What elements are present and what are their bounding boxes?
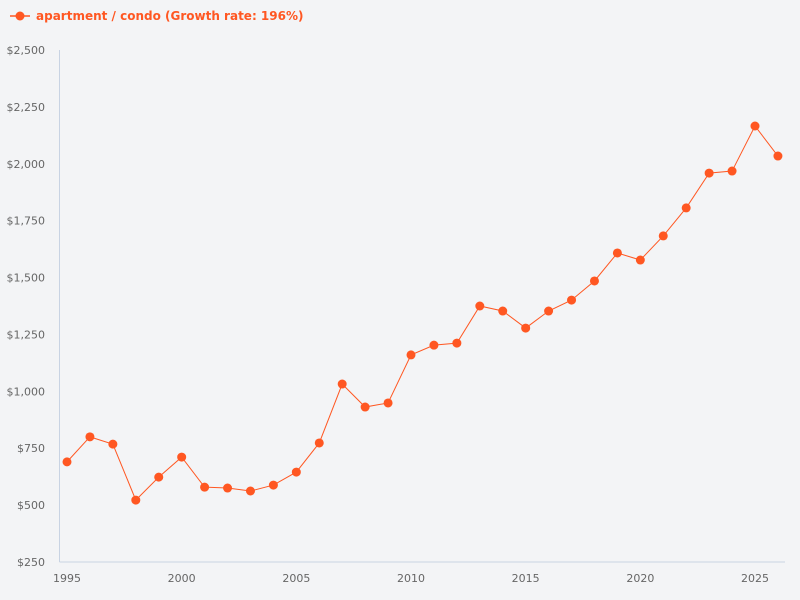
- data-point: [498, 306, 508, 316]
- x-tick-label: 2015: [512, 572, 540, 585]
- x-tick-label: 2020: [626, 572, 654, 585]
- y-tick-label: $1,750: [7, 215, 46, 228]
- y-tick-label: $1,250: [7, 328, 46, 341]
- data-point: [360, 402, 370, 412]
- y-axis: $250 $500 $750 $1,000 $1,250 $1,500 $1,750 $2,0…: [7, 44, 60, 569]
- data-point: [567, 295, 577, 305]
- data-point: [589, 276, 599, 286]
- legend-marker-icon: [10, 11, 30, 21]
- data-point: [635, 255, 645, 265]
- legend[interactable]: apartment / condo (Growth rate: 196%): [10, 9, 303, 23]
- data-point: [544, 306, 554, 316]
- data-point: [177, 452, 187, 462]
- data-point: [223, 483, 233, 493]
- y-tick-label: $2,250: [7, 101, 46, 114]
- series-line: [66, 125, 779, 501]
- data-point: [291, 467, 301, 477]
- y-tick-label: $1,000: [7, 385, 46, 398]
- data-point: [521, 323, 531, 333]
- data-point: [452, 338, 462, 348]
- legend-label: apartment / condo (Growth rate: 196%): [36, 9, 304, 23]
- data-point: [727, 166, 737, 176]
- y-tick-label: $500: [17, 499, 45, 512]
- data-point: [62, 457, 72, 467]
- data-point: [85, 432, 95, 442]
- x-axis: 1995 2000 2005 2010 2015 2020 2025: [53, 561, 785, 585]
- data-point: [406, 350, 416, 360]
- x-tick-label: 2025: [741, 572, 769, 585]
- y-tick-label: $2,500: [7, 44, 46, 57]
- data-point: [108, 439, 118, 449]
- data-point: [475, 301, 485, 311]
- data-point: [429, 340, 439, 350]
- data-point: [658, 231, 668, 241]
- y-tick-label: $250: [17, 556, 45, 569]
- y-tick-label: $2,000: [7, 158, 46, 171]
- plot-area: [62, 121, 783, 505]
- x-tick-label: 2010: [397, 572, 425, 585]
- data-point: [314, 438, 324, 448]
- y-tick-label: $750: [17, 442, 45, 455]
- data-point: [773, 151, 783, 161]
- data-point: [750, 121, 760, 131]
- data-point: [200, 482, 210, 492]
- data-point: [154, 472, 164, 482]
- data-point: [704, 168, 714, 178]
- data-point: [268, 480, 278, 490]
- x-tick-label: 2005: [282, 572, 310, 585]
- data-point: [612, 248, 622, 258]
- data-point: [245, 486, 255, 496]
- y-tick-label: $1,500: [7, 272, 46, 285]
- x-tick-label: 1995: [53, 572, 81, 585]
- x-tick-label: 2000: [168, 572, 196, 585]
- data-point: [383, 398, 393, 408]
- data-point: [131, 495, 141, 505]
- data-point: [681, 203, 691, 213]
- data-point: [337, 379, 347, 389]
